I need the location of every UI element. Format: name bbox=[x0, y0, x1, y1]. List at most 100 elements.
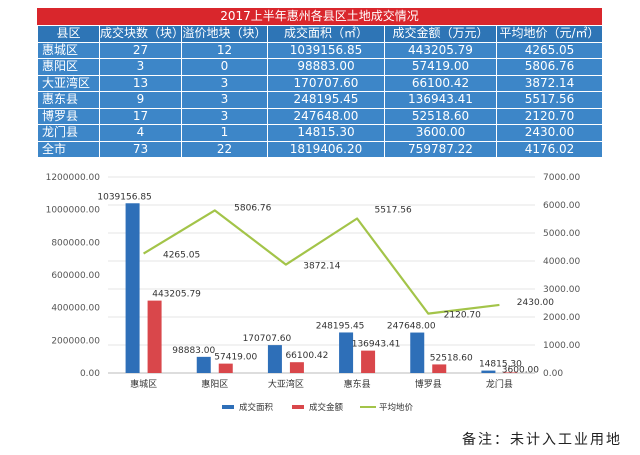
value-cell: 1039156.85 bbox=[267, 41, 385, 59]
value-cell: 3872.14 bbox=[496, 74, 603, 92]
value-cell: 5806.76 bbox=[496, 58, 603, 76]
y-right-tick-label: 5000.00 bbox=[543, 229, 580, 239]
y-left-tick-label: 800000.00 bbox=[51, 238, 100, 248]
region-cell: 惠阳区 bbox=[37, 58, 100, 76]
table-row: 惠阳区 3 0 98883.00 57419.00 5806.76 bbox=[37, 58, 603, 76]
y-left-tick-label: 400000.00 bbox=[51, 304, 100, 314]
footnote: 备注：未计入工业用地 bbox=[462, 432, 622, 448]
legend-label: 成交面积 bbox=[239, 402, 274, 413]
bar-area bbox=[481, 370, 496, 373]
value-cell: 0 bbox=[181, 58, 268, 76]
line-avg-price bbox=[143, 209, 500, 315]
bar-amount bbox=[218, 363, 233, 373]
y-right-tick-label: 2000.00 bbox=[543, 313, 580, 323]
x-tick-label: 龙门县 bbox=[486, 378, 513, 390]
line-data-label: 4265.05 bbox=[163, 251, 200, 261]
bar-amount bbox=[147, 300, 162, 373]
value-cell: 4265.05 bbox=[496, 41, 603, 59]
header-cell: 成交金额（万元） bbox=[384, 25, 497, 43]
value-cell: 98883.00 bbox=[267, 58, 385, 76]
bar-amount bbox=[432, 364, 447, 373]
legend-label: 成交金额 bbox=[309, 402, 344, 413]
bar-data-label: 170707.60 bbox=[243, 334, 292, 344]
value-cell: 22 bbox=[181, 140, 268, 158]
line-data-label: 3872.14 bbox=[303, 262, 340, 272]
bar-amount bbox=[503, 372, 518, 373]
value-cell: 5517.56 bbox=[496, 91, 603, 109]
legend-swatch bbox=[292, 405, 304, 409]
y-left-tick-label: 200000.00 bbox=[51, 336, 100, 346]
bar-data-label: 14815.30 bbox=[479, 360, 522, 370]
line-data-label: 5806.76 bbox=[234, 203, 271, 213]
x-tick-label: 大亚湾区 bbox=[268, 378, 304, 390]
legend-swatch bbox=[222, 405, 234, 409]
value-cell: 9 bbox=[99, 91, 182, 109]
line-data-label: 2430.00 bbox=[517, 298, 554, 308]
region-cell: 龙门县 bbox=[37, 124, 100, 142]
y-left-tick-label: 0.00 bbox=[80, 369, 100, 379]
value-cell: 4 bbox=[99, 124, 182, 142]
value-cell: 2430.00 bbox=[496, 124, 603, 142]
value-cell: 3600.00 bbox=[384, 124, 497, 142]
bar-amount bbox=[361, 350, 376, 373]
y-right-tick-label: 3000.00 bbox=[543, 285, 580, 295]
bar-data-label: 66100.42 bbox=[285, 351, 328, 361]
x-tick-label: 惠东县 bbox=[344, 378, 371, 390]
y-right-tick-label: 1000.00 bbox=[543, 341, 580, 351]
land-deal-table: 2017上半年惠州各县区土地成交情况 县区 成交块数（块） 溢价地块（块） 成交… bbox=[37, 8, 603, 158]
table-row: 全市 73 22 1819406.20 759787.22 4176.02 bbox=[37, 140, 603, 158]
table-row: 博罗县 17 3 247648.00 52518.60 2120.70 bbox=[37, 107, 603, 125]
bar-data-label: 57419.00 bbox=[214, 353, 257, 363]
bar-area bbox=[125, 203, 140, 373]
header-cell: 平均地价（元/㎡） bbox=[496, 25, 603, 43]
value-cell: 27 bbox=[99, 41, 182, 59]
line-data-label: 5517.56 bbox=[374, 206, 411, 216]
y-right-tick-label: 0.00 bbox=[543, 369, 563, 379]
bar-data-label: 247648.00 bbox=[387, 322, 436, 332]
y-left-tick-label: 1000000.00 bbox=[46, 206, 101, 216]
value-cell: 12 bbox=[181, 41, 268, 59]
bar-area bbox=[410, 332, 425, 373]
table-header-row: 县区 成交块数（块） 溢价地块（块） 成交面积（㎡） 成交金额（万元） 平均地价… bbox=[37, 25, 603, 43]
value-cell: 248195.45 bbox=[267, 91, 385, 109]
value-cell: 170707.60 bbox=[267, 74, 385, 92]
x-tick-label: 惠阳区 bbox=[201, 378, 228, 390]
table-row: 惠东县 9 3 248195.45 136943.41 5517.56 bbox=[37, 91, 603, 109]
x-tick-label: 博罗县 bbox=[415, 378, 442, 390]
bar-data-label: 98883.00 bbox=[172, 346, 215, 356]
x-tick-label: 惠城区 bbox=[130, 378, 157, 390]
legend-label: 平均地价 bbox=[379, 402, 414, 413]
line-data-label: 2120.70 bbox=[444, 311, 481, 321]
region-cell: 全市 bbox=[37, 140, 100, 158]
value-cell: 1819406.20 bbox=[267, 140, 385, 158]
land-deal-chart: 0.00 200000.00 400000.00 600000.00 800000.00… bbox=[46, 173, 581, 413]
value-cell: 3 bbox=[181, 107, 268, 125]
region-cell: 惠城区 bbox=[37, 41, 100, 59]
value-cell: 2120.70 bbox=[496, 107, 603, 125]
bar-area bbox=[196, 356, 211, 373]
value-cell: 14815.30 bbox=[267, 124, 385, 142]
y-left-tick-label: 600000.00 bbox=[51, 271, 100, 281]
value-cell: 17 bbox=[99, 107, 182, 125]
header-cell: 溢价地块（块） bbox=[181, 25, 268, 43]
value-cell: 443205.79 bbox=[384, 41, 497, 59]
table-row: 龙门县 4 1 14815.30 3600.00 2430.00 bbox=[37, 124, 603, 142]
bar-data-label: 136943.41 bbox=[352, 340, 401, 350]
bar-data-label: 1039156.85 bbox=[97, 192, 151, 202]
table-row: 惠城区 27 12 1039156.85 443205.79 4265.05 bbox=[37, 41, 603, 59]
header-cell: 县区 bbox=[37, 25, 100, 43]
header-cell: 成交块数（块） bbox=[99, 25, 182, 43]
value-cell: 3 bbox=[181, 74, 268, 92]
value-cell: 13 bbox=[99, 74, 182, 92]
value-cell: 1 bbox=[181, 124, 268, 142]
value-cell: 247648.00 bbox=[267, 107, 385, 125]
y-left-tick-label: 1200000.00 bbox=[46, 173, 101, 183]
value-cell: 3 bbox=[181, 91, 268, 109]
y-right-tick-label: 7000.00 bbox=[543, 173, 580, 183]
value-cell: 3 bbox=[99, 58, 182, 76]
value-cell: 759787.22 bbox=[384, 140, 497, 158]
value-cell: 52518.60 bbox=[384, 107, 497, 125]
y-right-tick-label: 6000.00 bbox=[543, 201, 580, 211]
y-right-tick-label: 4000.00 bbox=[543, 257, 580, 267]
bar-area bbox=[339, 332, 354, 373]
